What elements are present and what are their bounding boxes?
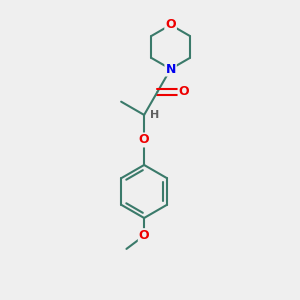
- Text: O: O: [139, 134, 149, 146]
- Text: O: O: [139, 229, 149, 242]
- Text: H: H: [150, 110, 159, 120]
- Text: N: N: [165, 62, 176, 76]
- Text: O: O: [178, 85, 189, 98]
- Text: O: O: [165, 18, 176, 32]
